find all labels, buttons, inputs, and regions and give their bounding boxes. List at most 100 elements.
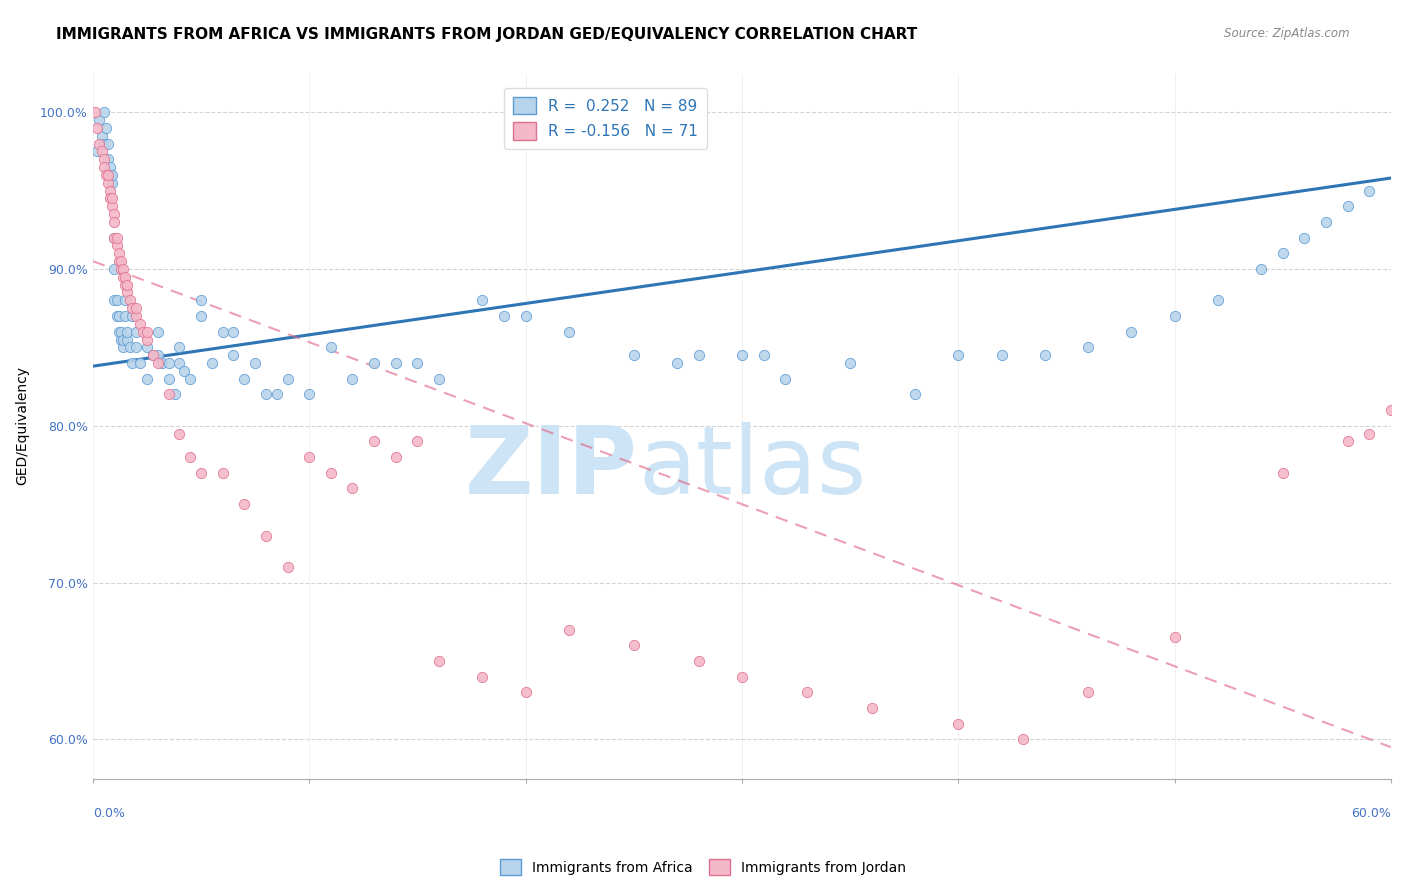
Point <box>117 277 139 292</box>
Point <box>117 333 139 347</box>
Point <box>666 356 689 370</box>
Point <box>243 356 266 370</box>
Point <box>129 317 152 331</box>
Point <box>277 372 299 386</box>
Point <box>105 230 128 244</box>
Point <box>169 340 191 354</box>
Point <box>990 348 1012 362</box>
Text: 0.0%: 0.0% <box>93 806 125 820</box>
Point <box>254 528 277 542</box>
Point <box>93 105 115 120</box>
Point <box>860 701 883 715</box>
Point <box>94 168 117 182</box>
Point <box>515 309 537 323</box>
Point <box>101 191 124 205</box>
Point <box>90 128 112 143</box>
Point <box>97 168 120 182</box>
Point <box>98 184 121 198</box>
Point <box>298 450 321 464</box>
Point <box>146 356 169 370</box>
Point <box>1206 293 1229 308</box>
Point <box>103 207 125 221</box>
Point <box>233 497 256 511</box>
Point <box>1033 348 1056 362</box>
Point <box>98 160 121 174</box>
Point <box>84 105 107 120</box>
Point <box>125 325 148 339</box>
Point <box>1358 184 1381 198</box>
Point <box>86 120 108 135</box>
Point <box>211 466 233 480</box>
Point <box>112 333 135 347</box>
Point <box>1163 309 1185 323</box>
Point <box>427 372 450 386</box>
Point <box>1379 403 1402 417</box>
Point <box>105 309 128 323</box>
Point <box>1077 340 1099 354</box>
Point <box>796 685 818 699</box>
Point <box>406 356 429 370</box>
Legend: R =  0.252   N = 89, R = -0.156   N = 71: R = 0.252 N = 89, R = -0.156 N = 71 <box>503 87 707 149</box>
Point <box>211 325 233 339</box>
Text: ZIP: ZIP <box>465 422 638 514</box>
Point <box>118 293 141 308</box>
Point <box>121 309 143 323</box>
Point <box>731 348 754 362</box>
Point <box>110 262 132 277</box>
Y-axis label: GED/Equivalency: GED/Equivalency <box>15 367 30 485</box>
Point <box>222 325 245 339</box>
Point <box>108 309 131 323</box>
Point <box>406 434 429 449</box>
Point <box>190 309 212 323</box>
Point <box>101 176 124 190</box>
Point <box>142 348 165 362</box>
Point <box>112 262 135 277</box>
Point <box>752 348 775 362</box>
Point <box>101 168 124 182</box>
Point <box>948 716 970 731</box>
Point <box>146 325 169 339</box>
Point <box>1077 685 1099 699</box>
Point <box>89 136 111 151</box>
Point <box>266 387 288 401</box>
Point <box>97 136 120 151</box>
Point <box>1315 215 1337 229</box>
Point <box>1358 426 1381 441</box>
Point <box>110 254 132 268</box>
Text: atlas: atlas <box>638 422 866 514</box>
Point <box>839 356 862 370</box>
Point <box>146 348 169 362</box>
Point <box>298 387 321 401</box>
Point <box>1271 466 1294 480</box>
Point <box>201 356 224 370</box>
Point <box>688 348 710 362</box>
Point <box>117 285 139 300</box>
Point <box>150 356 173 370</box>
Point <box>948 348 970 362</box>
Point <box>101 199 124 213</box>
Point <box>118 340 141 354</box>
Point <box>190 466 212 480</box>
Point <box>233 372 256 386</box>
Point <box>93 160 115 174</box>
Point <box>103 215 125 229</box>
Point <box>108 246 131 260</box>
Point <box>363 434 385 449</box>
Point <box>90 145 112 159</box>
Point <box>319 466 342 480</box>
Point <box>125 301 148 315</box>
Point <box>121 301 143 315</box>
Point <box>103 293 125 308</box>
Point <box>94 120 117 135</box>
Point <box>97 176 120 190</box>
Point <box>169 356 191 370</box>
Point <box>125 340 148 354</box>
Point <box>136 372 159 386</box>
Point <box>384 356 406 370</box>
Point <box>731 670 754 684</box>
Point <box>169 426 191 441</box>
Point <box>190 293 212 308</box>
Point <box>1271 246 1294 260</box>
Point <box>277 560 299 574</box>
Point <box>254 387 277 401</box>
